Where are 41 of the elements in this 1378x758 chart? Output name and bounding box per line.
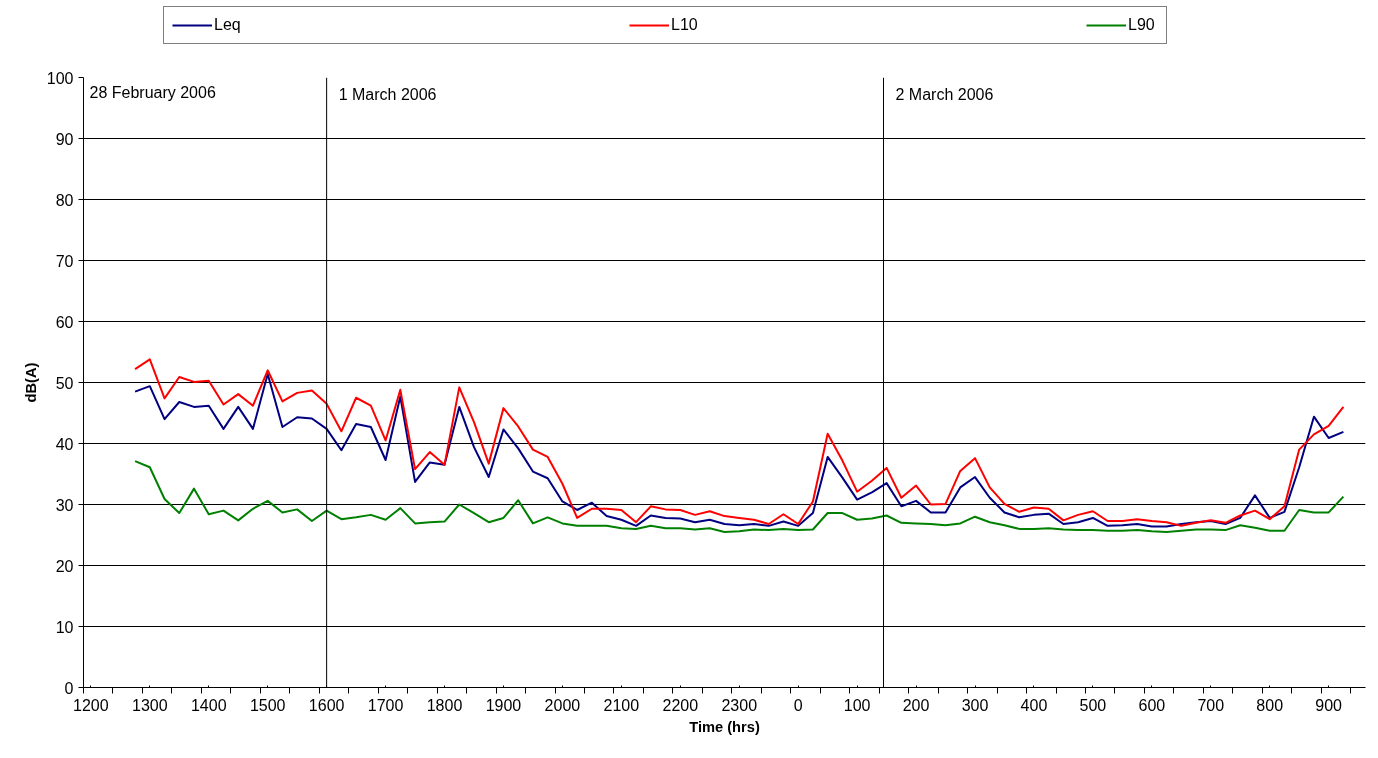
x-tick-label: 300 xyxy=(961,696,989,714)
x-tick-label: 1700 xyxy=(367,696,404,714)
x-tick-label: 0 xyxy=(793,696,803,714)
y-tick-label: 0 xyxy=(64,679,74,697)
x-tick-label: 1200 xyxy=(73,696,109,714)
x-tick-label: 1400 xyxy=(190,696,227,714)
x-tick-label: 2100 xyxy=(603,696,640,714)
x-tick-label: 2200 xyxy=(662,696,699,714)
y-tick-label: 40 xyxy=(55,435,74,453)
y-tick-label: 50 xyxy=(55,374,74,392)
y-tick-label: 100 xyxy=(46,69,74,87)
legend-label: L10 xyxy=(671,16,699,34)
y-tick-label: 10 xyxy=(55,618,74,636)
legend-label: Leq xyxy=(214,16,242,34)
y-tick-label: 30 xyxy=(55,496,74,514)
x-tick-label: 600 xyxy=(1138,696,1166,714)
y-axis-title: dB(A) xyxy=(22,362,39,403)
x-tick-label: 800 xyxy=(1256,696,1284,714)
y-tick-label: 20 xyxy=(55,557,74,575)
x-tick-label: 1300 xyxy=(132,696,168,714)
y-tick-label: 70 xyxy=(55,252,74,270)
x-tick-label: 1900 xyxy=(485,696,522,714)
ref-line-label: 1 March 2006 xyxy=(338,85,437,103)
x-tick-label: 2000 xyxy=(544,696,581,714)
x-tick-label: 2300 xyxy=(721,696,758,714)
x-tick-label: 500 xyxy=(1079,696,1107,714)
y-tick-label: 60 xyxy=(55,313,74,331)
x-tick-label: 400 xyxy=(1020,696,1048,714)
x-tick-label: 200 xyxy=(902,696,930,714)
annotation: 2 March 2006 xyxy=(895,85,994,103)
y-tick-label: 80 xyxy=(55,191,74,209)
annotation: 28 February 2006 xyxy=(89,83,216,101)
x-tick-label: 1800 xyxy=(426,696,463,714)
x-tick-label: 1500 xyxy=(249,696,286,714)
legend-label: L90 xyxy=(1128,16,1156,34)
x-axis-title: Time (hrs) xyxy=(689,718,760,735)
x-tick-label: 700 xyxy=(1197,696,1225,714)
x-tick-label: 100 xyxy=(843,696,871,714)
y-tick-label: 90 xyxy=(55,130,74,148)
x-tick-label: 900 xyxy=(1315,696,1343,714)
x-tick-label: 1600 xyxy=(308,696,345,714)
